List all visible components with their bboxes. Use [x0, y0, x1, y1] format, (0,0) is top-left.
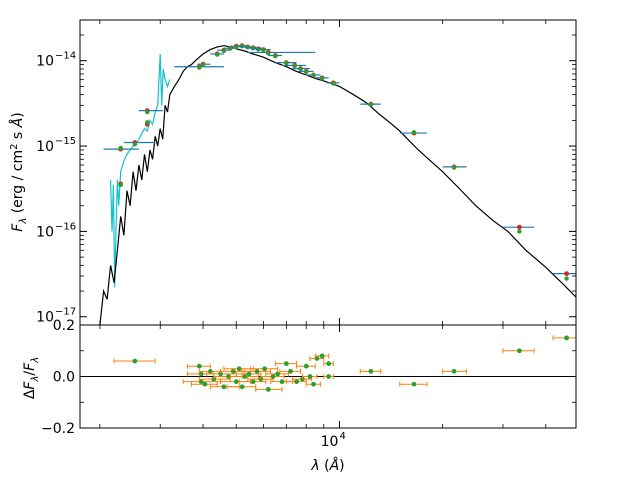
- model-photometry-point: [319, 76, 325, 81]
- model-photometry-point: [298, 66, 303, 72]
- residual-y-tick-label: 0.2: [53, 318, 75, 334]
- residual-point: [258, 376, 264, 382]
- residual-point: [233, 379, 239, 385]
- residual-y-tick-label: 0.0: [53, 370, 75, 386]
- residual-point: [242, 374, 248, 379]
- residual-point: [270, 374, 276, 379]
- residual-point: [411, 381, 417, 387]
- model-photometry-point: [304, 69, 309, 75]
- residual-point: [300, 376, 305, 382]
- residual-point: [368, 368, 374, 374]
- model-photometry-point: [145, 120, 150, 125]
- residual-point: [311, 381, 316, 387]
- residual-point: [250, 379, 256, 385]
- model-photometry-point: [273, 53, 278, 59]
- model-photometry-point: [132, 142, 138, 147]
- residual-y-ticks: −0.2 0.0 0.2: [41, 318, 576, 437]
- model-photometry-point: [145, 109, 150, 115]
- sed-y-tick-exponent: −14: [55, 51, 76, 62]
- residual-point: [239, 384, 245, 390]
- sed-y-axis-label: Fλ (erg / cm2 s Å): [9, 112, 29, 231]
- residual-point: [265, 386, 271, 392]
- model-photometry-point: [200, 62, 206, 67]
- residual-point: [198, 379, 204, 385]
- model-photometry-point: [292, 63, 297, 69]
- residual-point: [221, 384, 227, 390]
- residual-point: [132, 358, 138, 364]
- sed-y-tick-label: 10: [36, 310, 54, 326]
- observed-spectrum-line: [110, 53, 171, 288]
- sed-y-tick-label: 10: [36, 54, 54, 70]
- residual-plot-area: [113, 335, 576, 392]
- model-photometry-point: [239, 43, 245, 49]
- sed-y-tick-exponent: −17: [55, 307, 76, 318]
- residual-point: [207, 368, 213, 374]
- sed-plot-area: [99, 43, 576, 325]
- residual-point: [236, 366, 242, 372]
- model-photometry-point: [215, 52, 220, 57]
- residual-point: [307, 374, 313, 379]
- observed-photometry-point: [516, 224, 522, 230]
- residual-point: [262, 366, 268, 372]
- residual-point: [218, 371, 223, 377]
- residual-point: [314, 356, 320, 361]
- residual-y-axis-label: ΔFλ/Fλ: [22, 357, 41, 399]
- residual-point: [288, 368, 293, 374]
- residual-point: [230, 368, 236, 374]
- model-photometry-point: [227, 46, 233, 51]
- model-photometry-point: [368, 102, 374, 107]
- observed-photometry-point: [564, 271, 569, 277]
- model-photometry-point: [266, 51, 271, 56]
- residual-point: [198, 371, 204, 377]
- residual-x-axis-label: λ (Å): [310, 457, 344, 474]
- model-photometry-point: [517, 229, 522, 234]
- residual-point: [326, 374, 332, 379]
- residual-x-tick-exponent: 4: [339, 431, 345, 442]
- model-photometry-point: [331, 81, 336, 86]
- residual-point: [564, 335, 569, 341]
- residual-point: [275, 371, 280, 377]
- model-photometry-point: [411, 130, 417, 135]
- residual-y-tick-label: −0.2: [41, 421, 75, 437]
- sed-y-tick-exponent: −15: [55, 136, 76, 147]
- residual-point: [516, 348, 522, 354]
- residual-x-tick-label: 10: [321, 434, 339, 450]
- model-photometry-point: [197, 65, 202, 70]
- residual-point: [303, 363, 309, 369]
- residual-point: [246, 371, 252, 377]
- residual-point: [451, 368, 457, 374]
- sed-y-tick-label: 10: [36, 139, 54, 155]
- model-photometry-point: [564, 276, 569, 281]
- residual-point: [279, 379, 285, 385]
- residual-panel: −0.2 0.0 0.2 10 4 ΔFλ/Fλ λ (Å): [22, 318, 577, 474]
- residual-point: [283, 361, 289, 367]
- model-photometry-point: [118, 145, 123, 151]
- residual-point: [319, 353, 325, 359]
- residual-point: [211, 376, 217, 382]
- model-photometry-point: [451, 165, 457, 170]
- model-photometry-point: [261, 47, 266, 53]
- sed-y-tick-label: 10: [36, 224, 54, 240]
- residual-point: [202, 381, 208, 387]
- residual-point: [294, 379, 300, 385]
- model-spectrum-line: [99, 45, 576, 325]
- model-photometry-point: [221, 48, 227, 54]
- residual-point: [196, 363, 202, 369]
- residual-point: [254, 368, 260, 374]
- model-photometry-point: [284, 60, 289, 66]
- model-photometry-point: [311, 72, 316, 78]
- residual-x-ticks: 10 4: [99, 325, 547, 450]
- model-photometry-point: [118, 182, 123, 188]
- residual-point: [326, 361, 332, 367]
- sed-y-tick-exponent: −16: [55, 221, 76, 232]
